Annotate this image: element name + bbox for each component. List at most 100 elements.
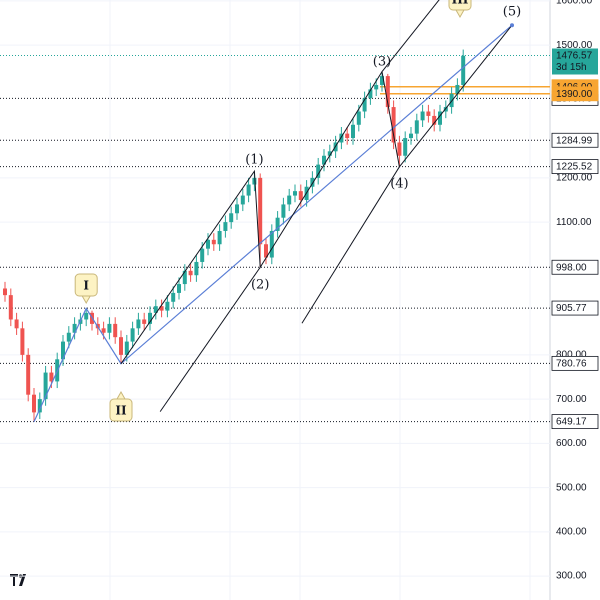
y-tick-label: 400.00	[556, 526, 587, 537]
candle-body	[258, 177, 263, 245]
wave-bubble: II	[109, 390, 133, 422]
y-tick-label: 1200.00	[556, 173, 593, 184]
candle-body	[211, 239, 216, 245]
candle-body	[165, 301, 170, 311]
candle-body	[171, 292, 176, 302]
candle-body	[223, 222, 228, 231]
candle-body	[3, 288, 7, 296]
price-badge-label: 1284.99	[556, 135, 593, 146]
candle-body	[368, 89, 373, 99]
candle-body	[351, 124, 355, 139]
candle-body	[159, 306, 164, 311]
price-badge-label: 1225.52	[556, 162, 593, 173]
candle-body	[443, 107, 448, 112]
y-tick-label: 1500.00	[556, 40, 593, 51]
bubble-pointer	[455, 9, 465, 19]
tradingview-logo	[10, 574, 26, 586]
bubble-pointer	[81, 295, 92, 305]
candle-body	[362, 98, 367, 112]
channel-line	[159, 266, 261, 412]
channel-line	[301, 166, 400, 324]
candle-body	[269, 230, 274, 258]
candle-body	[194, 261, 199, 276]
wave-target-point	[510, 23, 514, 28]
candle-body	[420, 111, 425, 121]
candle-body	[217, 230, 222, 245]
candle-body	[391, 107, 396, 143]
candle-body	[327, 151, 332, 156]
price-badge-label: 998.00	[556, 262, 587, 273]
price-badge	[551, 86, 599, 102]
candle-body	[432, 115, 437, 125]
candle-body	[142, 319, 147, 324]
price-badge	[551, 159, 599, 174]
bubble-box	[74, 273, 98, 297]
y-tick-label: 300.00	[556, 571, 587, 582]
last-price-badge	[552, 48, 598, 75]
candle-body	[43, 372, 48, 400]
candle-body	[310, 177, 315, 187]
candle-body	[37, 399, 42, 413]
wave-label: (1)	[245, 153, 263, 168]
candle-body	[339, 133, 344, 143]
candle-body	[14, 319, 19, 329]
price-badge	[551, 355, 599, 371]
candle-body	[101, 328, 106, 333]
candle-body	[298, 191, 303, 200]
candle-body	[130, 328, 135, 342]
y-tick-label: 500.00	[556, 482, 587, 493]
logo-part	[19, 574, 26, 586]
candle-body	[461, 55, 466, 85]
candle-body	[235, 204, 239, 214]
price-badge-label: 780.76	[556, 359, 587, 370]
wave-label: (4)	[390, 177, 408, 192]
candle-body	[293, 191, 297, 196]
y-tick-label: 1600.00	[556, 0, 593, 7]
candle-body	[374, 84, 379, 90]
candle-body	[287, 195, 292, 205]
candle-body	[414, 120, 419, 134]
candle-body	[119, 337, 123, 355]
y-tick-label: 600.00	[556, 438, 587, 449]
candle-body	[246, 184, 251, 196]
vertical-grid	[109, 0, 531, 600]
candle-body	[32, 394, 36, 413]
candle-body	[61, 341, 65, 360]
candle-body	[455, 84, 460, 94]
price-badge	[551, 414, 599, 430]
bubble-label: II	[115, 404, 127, 418]
wave-bubble: III	[448, 0, 472, 19]
y-tick-label: 800.00	[556, 350, 587, 361]
bubble-pointer	[116, 390, 126, 400]
candle-body	[206, 239, 210, 249]
candle-body	[264, 244, 268, 258]
price-badge	[551, 259, 599, 275]
candle-body	[322, 155, 326, 165]
wave-label: (3)	[373, 55, 391, 70]
price-badge-label: 905.77	[556, 303, 587, 314]
candle-body	[229, 213, 234, 223]
bubble-box	[448, 0, 472, 11]
candle-body	[356, 111, 361, 125]
price-badge-label: 1390.00	[556, 89, 593, 100]
candle-body	[113, 323, 118, 338]
candle-body	[252, 177, 257, 185]
candle-body	[188, 270, 193, 276]
wave-line-blue	[33, 24, 513, 422]
candle-body	[403, 138, 408, 156]
candle-body	[316, 164, 321, 178]
candle-body	[8, 295, 13, 320]
candle-body	[148, 312, 152, 324]
wave-label: (5)	[503, 5, 521, 20]
candle-body	[409, 133, 413, 139]
candle-body	[426, 111, 431, 116]
candle-body	[20, 328, 25, 355]
y-tick-label: 700.00	[556, 394, 587, 405]
candle-body	[136, 319, 141, 329]
wave-bubble: I	[74, 273, 98, 305]
candle-body	[72, 323, 77, 333]
candle-body	[275, 217, 280, 231]
wave-line-black	[120, 24, 513, 364]
last-price-countdown: 3d 15h	[556, 62, 587, 73]
price-badge	[551, 132, 599, 148]
